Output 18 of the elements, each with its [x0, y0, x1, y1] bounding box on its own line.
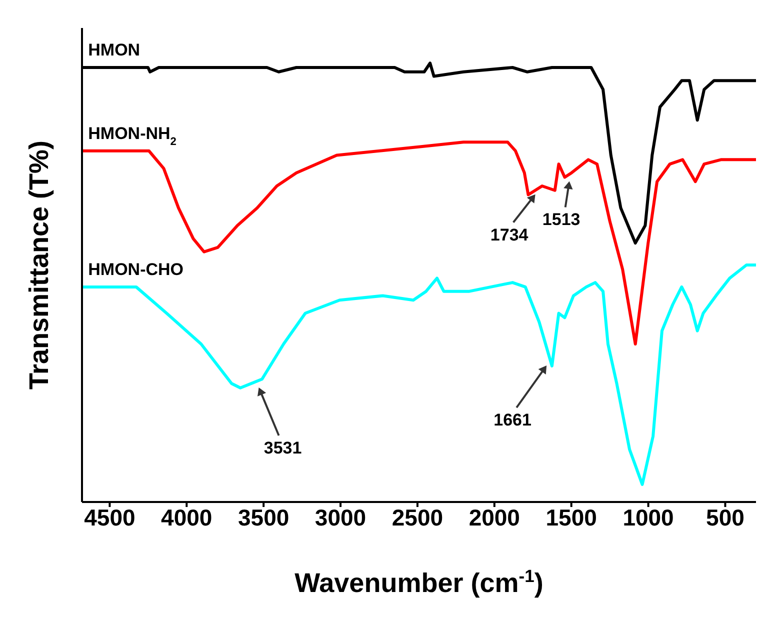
- series-label: HMON: [88, 40, 140, 60]
- annotation: 1661: [494, 410, 532, 430]
- x-tick-label: 4500: [84, 504, 136, 530]
- series-label: HMON-CHO: [88, 260, 184, 279]
- x-tick-label: 2000: [468, 504, 520, 530]
- x-tick-label: 3500: [238, 504, 290, 530]
- series-label: HMON-NH$_{2}$: [88, 124, 176, 148]
- y-axis-title: Transmittance (T%): [24, 140, 54, 390]
- annotation: 1513: [542, 210, 580, 230]
- x-tick-label: 500: [706, 504, 744, 530]
- x-axis-title: Wavenumber (cm$^{-1}$): [294, 566, 544, 598]
- annotation: 1734: [490, 225, 529, 244]
- x-tick-label: 1000: [622, 504, 674, 530]
- x-tick-label: 1500: [546, 504, 597, 530]
- x-tick-label: 4000: [161, 504, 212, 530]
- annotation: 3531: [264, 438, 302, 458]
- x-tick-label: 3000: [314, 504, 366, 530]
- x-tick-label: 2500: [392, 504, 444, 530]
